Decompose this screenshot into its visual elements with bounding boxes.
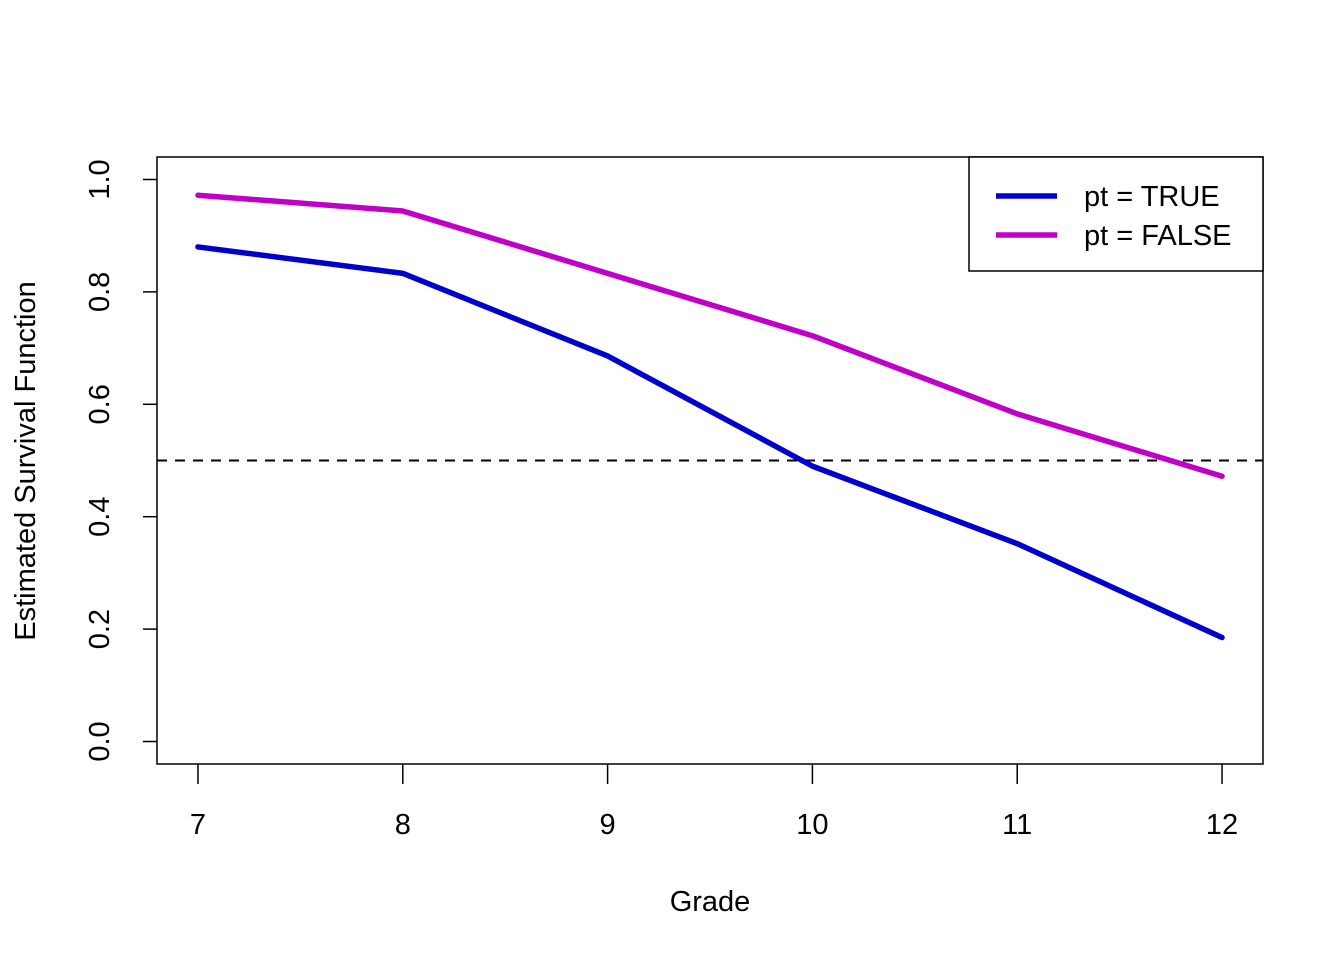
legend-box [968,156,1264,272]
y-axis: 0.0 0.2 0.4 0.6 0.8 1.0 [84,159,157,762]
y-tick-label: 0.0 [84,721,116,761]
series-line-1 [195,192,1225,479]
legend-label-1: pt = FALSE [1084,220,1232,252]
x-tick-label: 8 [395,809,411,841]
legend-label-0: pt = TRUE [1084,181,1220,213]
y-axis-title: Estimated Survival Function [10,281,42,640]
y-tick-label: 1.0 [84,159,116,199]
x-tick-label: 12 [1206,809,1238,841]
x-tick-label: 10 [796,809,828,841]
legend: pt = TRUE pt = FALSE [968,156,1264,272]
y-tick-label: 0.4 [84,497,116,537]
y-tick-label: 0.8 [84,272,116,312]
series-line-0 [195,244,1225,641]
x-tick-label: 7 [190,809,206,841]
y-tick-label: 0.2 [84,609,116,649]
x-tick-label: 9 [600,809,616,841]
x-tick-label: 11 [1002,809,1032,841]
x-axis-title: Grade [670,886,751,918]
series-lines [195,192,1225,641]
y-tick-label: 0.6 [84,384,116,424]
x-axis: 7 8 9 10 11 12 [190,764,1238,841]
